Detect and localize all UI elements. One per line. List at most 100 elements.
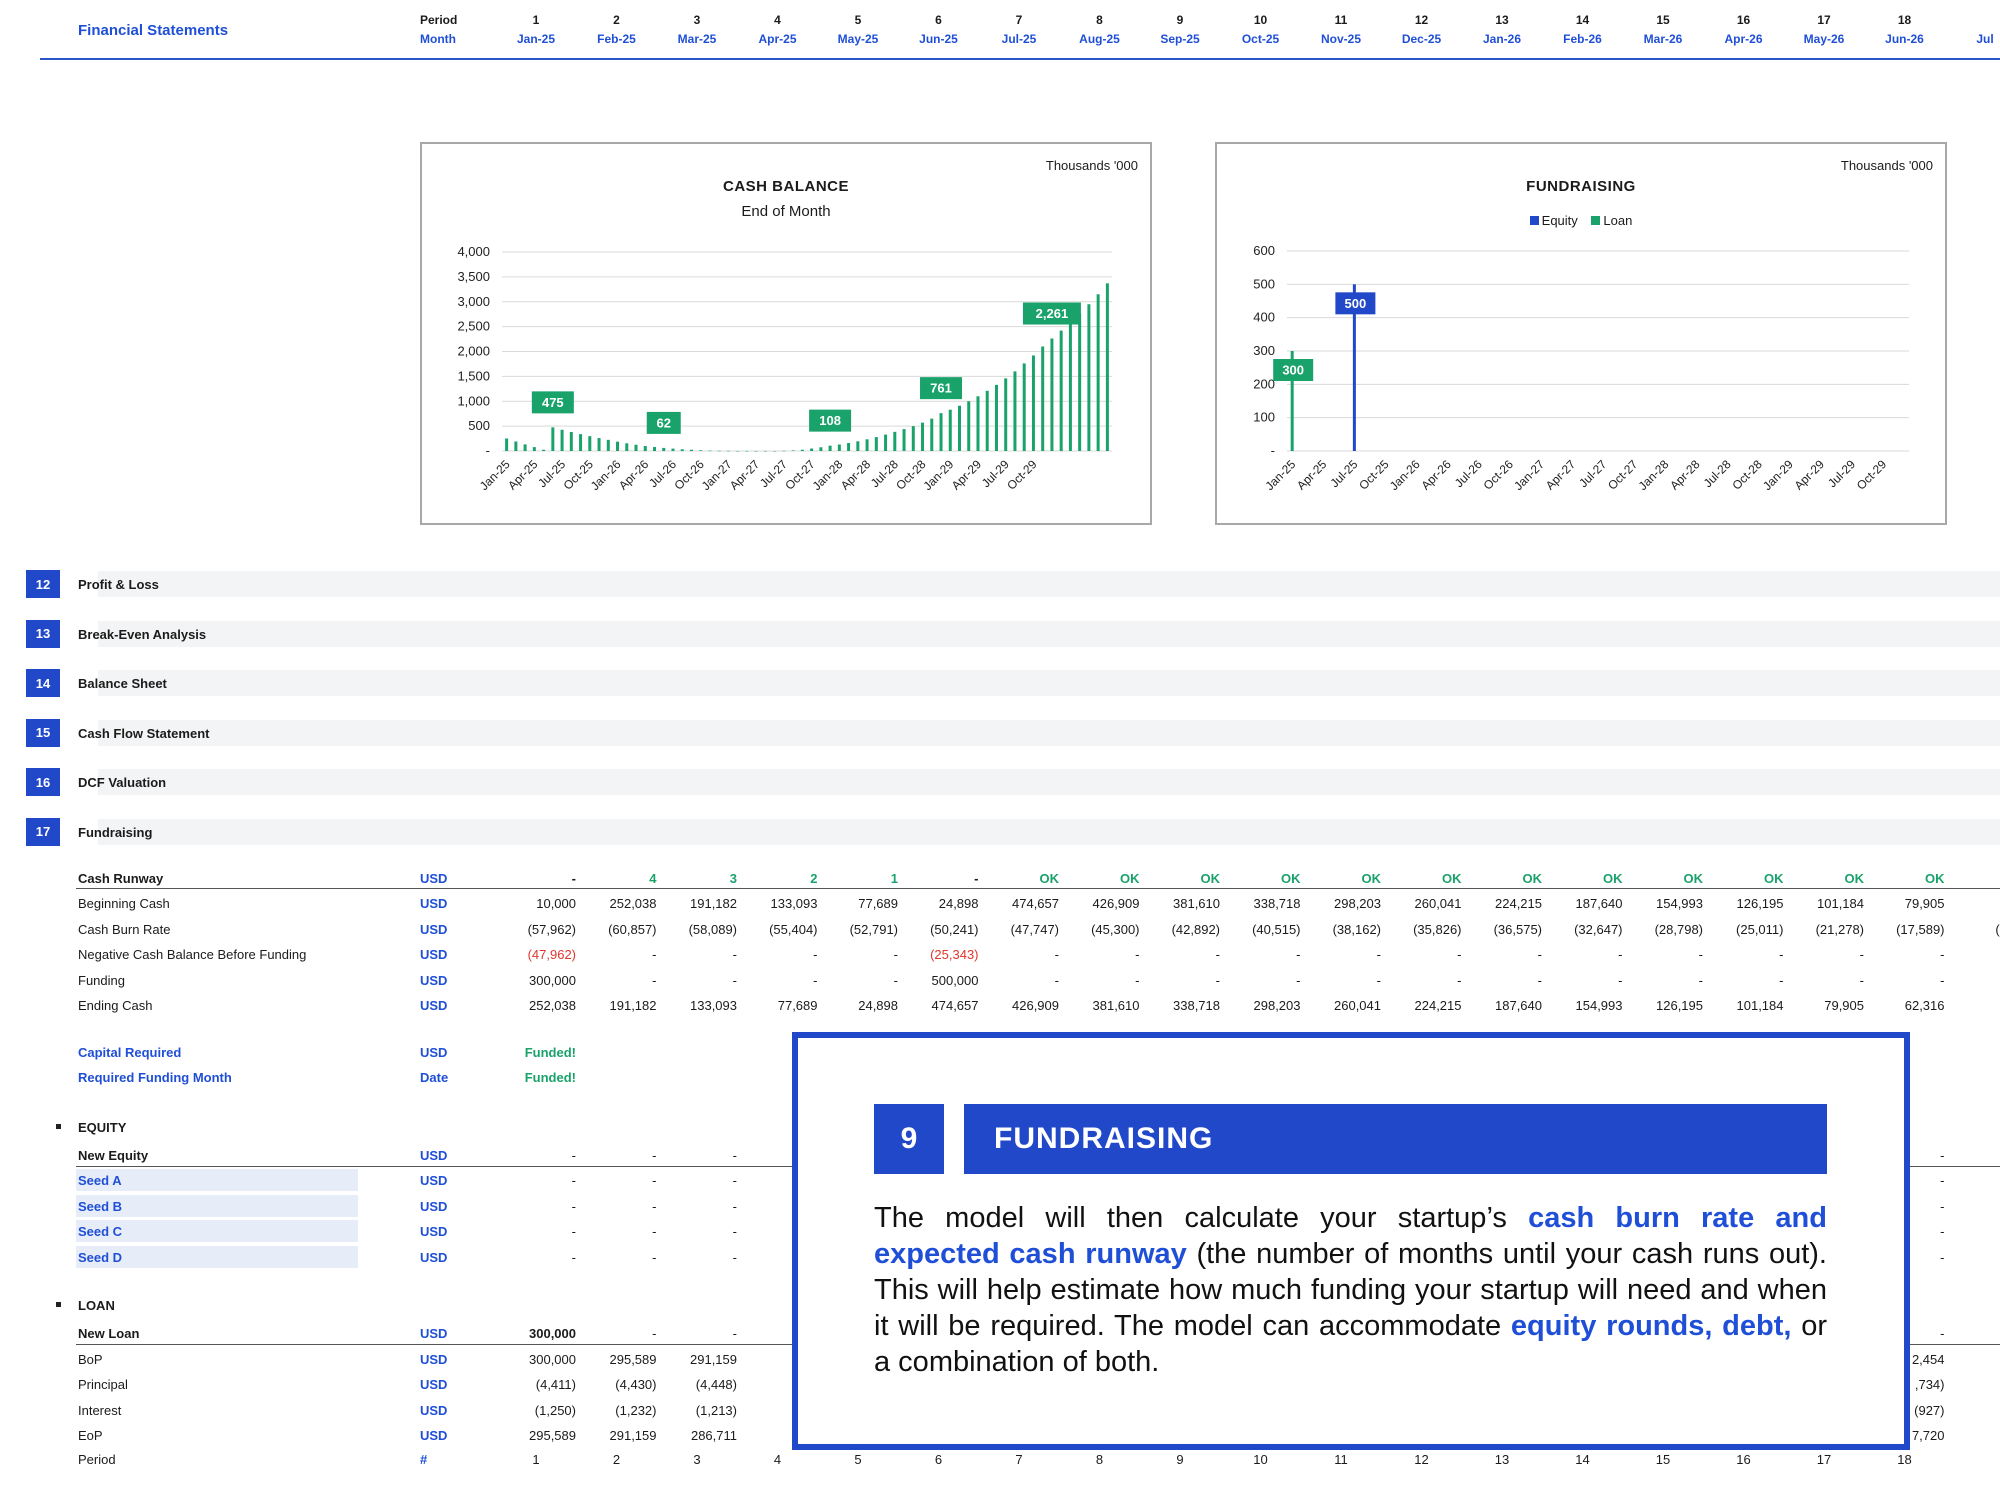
cash-row-value: (17,589) xyxy=(1896,921,1945,937)
header-period-number: 2 xyxy=(613,13,620,27)
header-month: Mar-26 xyxy=(1643,32,1683,46)
info-text-3: or a combination of both. xyxy=(874,1310,1828,1378)
cash-row-value: - xyxy=(1135,972,1140,988)
cash-bar xyxy=(930,418,934,451)
cash-row-value: (57,962) xyxy=(527,921,576,937)
section-label[interactable]: DCF Valuation xyxy=(78,775,167,790)
cash-row-value: - xyxy=(1698,972,1703,988)
fund-x-tick: Jul-25 xyxy=(1327,457,1360,490)
seed-label[interactable]: Seed B xyxy=(78,1198,123,1214)
header-month: May-26 xyxy=(1803,32,1845,46)
cash-row-value: 77,689 xyxy=(777,998,818,1014)
section-number[interactable]: 15 xyxy=(26,718,60,747)
cash-bar xyxy=(699,450,703,451)
loan-row-unit: USD xyxy=(420,1377,448,1393)
header-period-number: 15 xyxy=(1656,13,1670,27)
cash-bar xyxy=(893,431,897,451)
cash-row-value: - xyxy=(732,972,737,988)
seed-unit: USD xyxy=(420,1224,448,1240)
section-label[interactable]: Break-Even Analysis xyxy=(78,626,207,642)
cash-bar xyxy=(717,450,721,452)
header-period-number: 13 xyxy=(1495,13,1509,27)
cash-row-value: 474,657 xyxy=(931,998,979,1014)
fund-x-tick: Oct-28 xyxy=(1729,457,1765,493)
capital-required-unit: USD xyxy=(420,1045,448,1060)
cash-row-value: 24,898 xyxy=(858,998,898,1014)
info-card-number-box: 9 xyxy=(874,1104,944,1174)
seed-input-cell[interactable] xyxy=(76,1245,358,1268)
legend-equity-label: Equity xyxy=(1541,213,1578,228)
cash-row-value: 298,203 xyxy=(1334,896,1381,911)
section-number[interactable]: 13 xyxy=(26,619,60,648)
cash-bar xyxy=(976,396,980,451)
section-label[interactable]: Profit & Loss xyxy=(78,577,159,592)
cash-y-tick: 500 xyxy=(468,418,490,433)
period-value: 9 xyxy=(1176,1452,1184,1467)
section-number[interactable]: 17 xyxy=(26,817,60,846)
period-value: 13 xyxy=(1494,1452,1510,1467)
header-period-number: 8 xyxy=(1096,13,1103,27)
cash-row-value: 474,657 xyxy=(1012,896,1059,911)
period-value: 8 xyxy=(1095,1452,1104,1467)
cash-y-tick: 2,500 xyxy=(457,319,490,334)
section-band xyxy=(98,670,2000,696)
cash-bar xyxy=(1022,363,1026,451)
info-card-number: 9 xyxy=(900,1122,918,1155)
fundraising-info-card: 9 FUNDRAISING The model will then calcul… xyxy=(792,1032,1910,1450)
header-month: Jul-25 xyxy=(1001,32,1037,46)
cash-bar xyxy=(902,429,906,451)
cash-row-value: (36,575) xyxy=(1493,921,1542,937)
section-label[interactable]: Cash Flow Statement xyxy=(78,725,210,741)
cash-row-value: (13,9 xyxy=(1995,921,2000,937)
cash-row-value: - xyxy=(1376,947,1381,963)
loan-row-value: (1,250) xyxy=(534,1402,576,1418)
seed-label[interactable]: Seed A xyxy=(78,1173,122,1188)
section-number[interactable]: 12 xyxy=(26,570,60,598)
seed-value: - xyxy=(732,1249,737,1265)
section-number[interactable]: 14 xyxy=(26,669,60,697)
header-period-number: 18 xyxy=(1897,13,1912,27)
cash-y-tick: 1,000 xyxy=(457,393,490,408)
seed-input-cell[interactable] xyxy=(76,1194,358,1217)
section-label[interactable]: Balance Sheet xyxy=(78,676,167,691)
cash-bar xyxy=(616,441,620,451)
cash-bar xyxy=(588,436,592,451)
cash-y-tick: 2,000 xyxy=(457,344,490,359)
cash-row-value: 62,316 xyxy=(1904,998,1945,1014)
cash-row-value: 338,718 xyxy=(1253,896,1301,911)
cash-row-value: 381,610 xyxy=(1092,998,1140,1014)
cash-bar xyxy=(874,437,878,451)
cash-callout-label: 108 xyxy=(819,413,841,428)
runway-value: OK xyxy=(1039,871,1060,886)
section-label[interactable]: Fundraising xyxy=(78,824,153,840)
section-number[interactable]: 16 xyxy=(26,768,60,796)
seed-label[interactable]: Seed D xyxy=(78,1249,123,1265)
info-text-2: (the number of months until your cash ru… xyxy=(874,1238,1827,1342)
cash-row-value: - xyxy=(1215,947,1220,963)
seed-input-cell[interactable] xyxy=(76,1220,358,1243)
runway-value: OK xyxy=(1442,871,1462,886)
cash-bar xyxy=(514,441,518,451)
cash-row-value: - xyxy=(1296,947,1301,963)
cash-callout-box xyxy=(809,409,852,432)
cash-balance-plot: - 500 1,000 1,500 2,000 2,500 3,000 3,500 4,000 J… xyxy=(457,244,1112,493)
cash-row-value: 191,182 xyxy=(609,998,657,1014)
fund-x-tick: Oct-25 xyxy=(1356,457,1392,493)
cash-bar xyxy=(551,427,555,451)
seed-label[interactable]: Seed C xyxy=(78,1224,123,1240)
new-equity-value: - xyxy=(1940,1148,1945,1163)
seed-input-cell[interactable] xyxy=(76,1169,358,1191)
loan-row-label: New Loan xyxy=(78,1326,140,1341)
info-card-title-bar: FUNDRAISING xyxy=(964,1104,1827,1174)
period-value: 10 xyxy=(1253,1452,1268,1467)
cash-bar xyxy=(1050,338,1054,451)
cash-bar xyxy=(726,450,730,452)
loan-row-unit: USD xyxy=(420,1351,448,1367)
seed-value: - xyxy=(732,1224,737,1240)
cash-bar xyxy=(994,384,998,451)
cash-bar xyxy=(847,443,851,451)
header-period-number: 3 xyxy=(693,13,701,27)
cash-bar xyxy=(773,450,777,452)
cash-row-value: 224,215 xyxy=(1495,896,1542,911)
loan-heading: LOAN xyxy=(78,1298,115,1313)
